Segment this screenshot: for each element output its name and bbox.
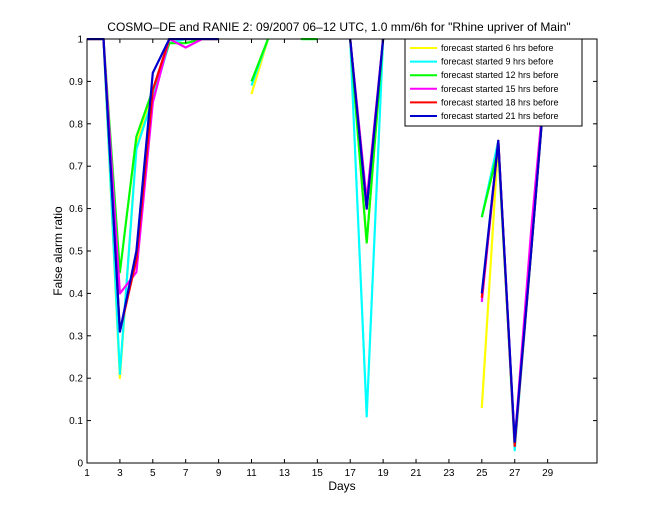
x-tick-label: 23 — [443, 468, 455, 479]
x-tick-label: 5 — [150, 468, 156, 479]
series-line-segment — [87, 38, 219, 333]
series-line-segment — [349, 38, 385, 418]
legend-label: forecast started 12 hrs before — [441, 70, 559, 80]
x-tick-label: 15 — [312, 468, 324, 479]
x-axis-label: Days — [328, 479, 355, 493]
y-tick-label: 0.3 — [69, 331, 83, 342]
x-tick-label: 7 — [183, 468, 189, 479]
series-line-segment — [349, 38, 385, 210]
x-tick-label: 29 — [542, 468, 554, 479]
x-tick-label: 25 — [476, 468, 488, 479]
x-tick-label: 3 — [117, 468, 123, 479]
x-tick-label: 11 — [246, 468, 257, 479]
legend-label: forecast started 18 hrs before — [441, 97, 559, 107]
y-tick-label: 0.1 — [69, 416, 83, 427]
y-axis: 0 0.1 0.2 0.3 0.4 0.5 0.6 0.7 0.8 0.9 1 — [69, 35, 597, 470]
y-tick-label: 0.9 — [69, 77, 83, 88]
y-tick-label: 0.5 — [69, 247, 83, 258]
legend-label: forecast started 9 hrs before — [441, 57, 554, 67]
y-tick-label: 0 — [77, 459, 83, 470]
y-axis-label: False alarm ratio — [51, 206, 65, 296]
legend-box — [404, 38, 583, 127]
x-tick-label: 17 — [345, 468, 357, 479]
chart-title: COSMO–DE and RANIE 2: 09/2007 06–12 UTC,… — [107, 20, 570, 34]
y-tick-label: 0.6 — [69, 204, 83, 215]
legend-label: forecast started 21 hrs before — [441, 111, 559, 121]
series-line-segment — [250, 38, 270, 82]
y-tick-label: 0.2 — [69, 374, 83, 385]
y-tick-label: 1 — [77, 35, 83, 46]
series-line-segment — [480, 51, 549, 443]
x-tick-label: 9 — [216, 468, 222, 479]
y-tick-label: 0.8 — [69, 119, 83, 130]
x-tick-label: 19 — [378, 468, 390, 479]
x-axis: 1 3 5 7 9 11 13 15 17 19 21 23 25 27 29 — [84, 39, 554, 479]
x-tick-label: 27 — [509, 468, 521, 479]
y-tick-label: 0.7 — [69, 162, 83, 173]
legend: forecast started 6 hrs before forecast st… — [404, 38, 583, 127]
x-tick-label: 13 — [279, 468, 291, 479]
y-tick-label: 0.4 — [69, 289, 83, 300]
x-tick-label: 21 — [410, 468, 422, 479]
series-line-segment — [349, 38, 385, 210]
legend-label: forecast started 15 hrs before — [441, 84, 559, 94]
legend-label: forecast started 6 hrs before — [441, 43, 554, 53]
x-tick-label: 1 — [84, 468, 90, 479]
